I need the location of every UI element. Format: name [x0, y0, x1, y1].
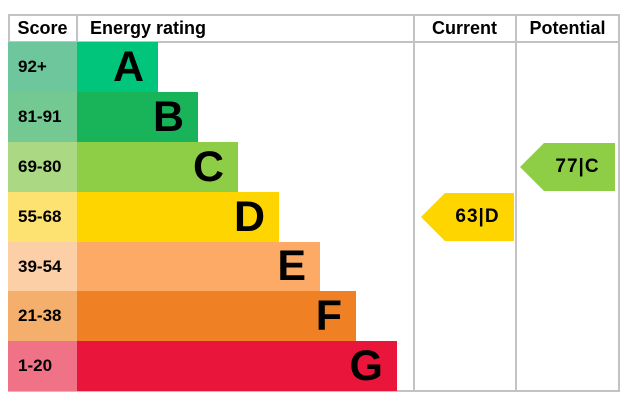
band-row-f: 21-38 F [8, 291, 413, 341]
potential-column-header: Potential [529, 18, 606, 38]
band-row-b: 81-91 B [8, 92, 413, 142]
potential-column-left-divider [515, 14, 517, 392]
table-right-border [618, 14, 620, 392]
band-row-e: 39-54 E [8, 242, 413, 291]
band-row-g: 1-20 G [8, 341, 413, 391]
band-bar-d: D [77, 192, 279, 242]
current-column-header: Current [431, 18, 497, 38]
score-range-label: 1-20 [8, 341, 77, 391]
score-column-divider [76, 14, 78, 43]
score-range-label: 21-38 [8, 291, 77, 341]
band-bar-a: A [77, 42, 158, 92]
table-bottom-border [8, 390, 620, 392]
score-range-label: 81-91 [8, 92, 77, 142]
band-bar-f: F [77, 291, 356, 341]
header-top-border [8, 14, 620, 16]
band-bar-g: G [77, 341, 397, 391]
header-left-border [8, 14, 10, 43]
score-range-label: 69-80 [8, 142, 77, 192]
band-bar-e: E [77, 242, 320, 291]
energy-rating-column-header: Energy rating [90, 18, 207, 38]
current-rating-arrow: 63|D [421, 193, 514, 241]
band-row-a: 92+ A [8, 42, 413, 92]
band-row-d: 55-68 D [8, 192, 413, 242]
band-row-c: 69-80 C [8, 142, 413, 192]
band-bar-b: B [77, 92, 198, 142]
score-range-label: 39-54 [8, 242, 77, 291]
score-range-label: 92+ [8, 42, 77, 92]
score-column-header: Score [17, 18, 68, 38]
header-bottom-border [8, 41, 620, 43]
current-column-left-divider [413, 14, 415, 392]
score-range-label: 55-68 [8, 192, 77, 242]
potential-rating-arrow: 77|C [520, 143, 615, 191]
band-bar-c: C [77, 142, 238, 192]
